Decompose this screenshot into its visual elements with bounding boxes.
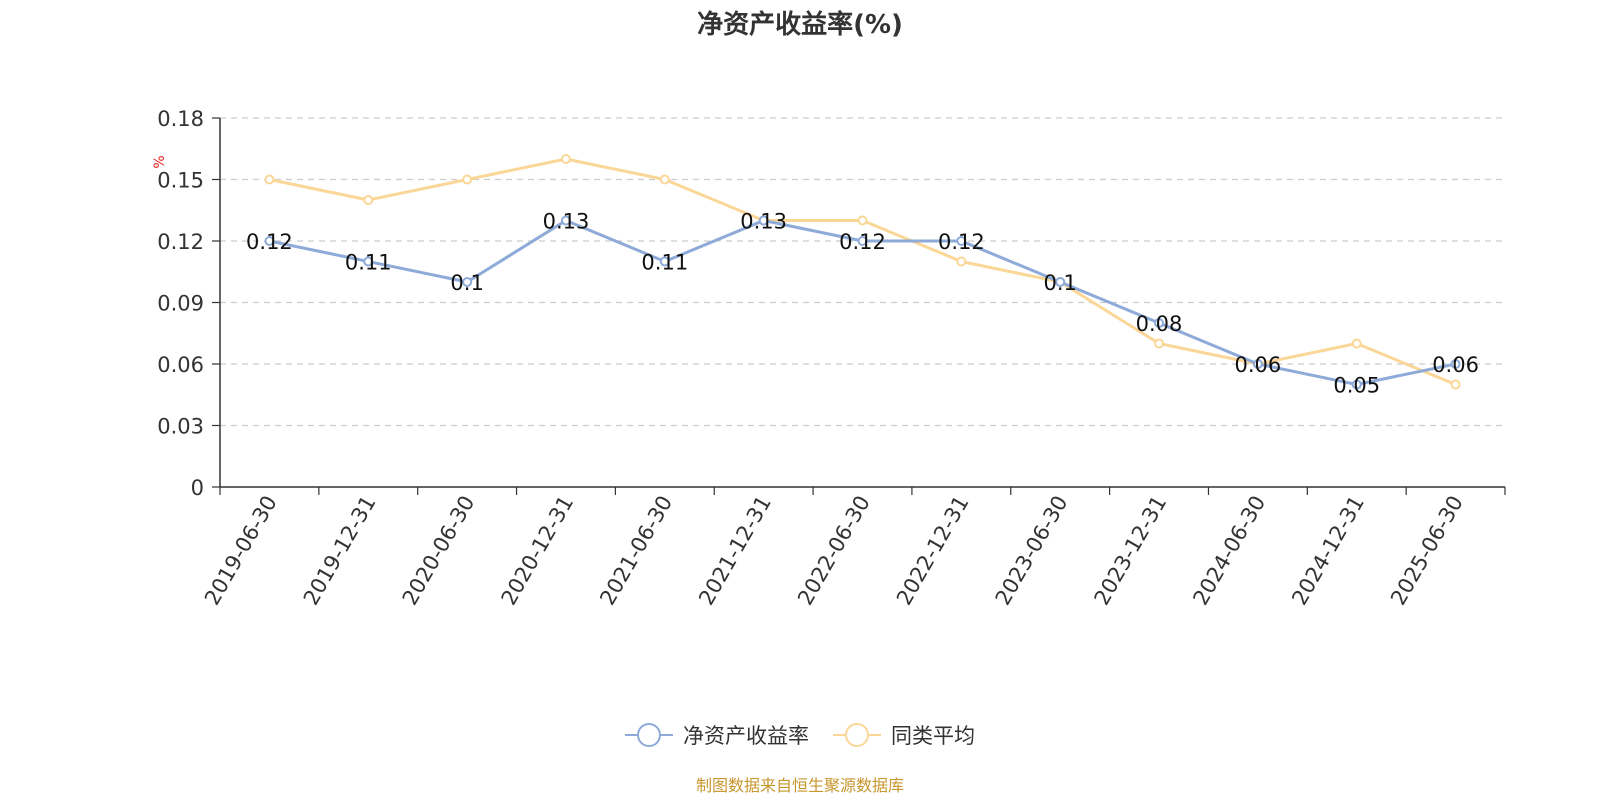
data-label: 0.05 xyxy=(1333,374,1380,398)
series-1-point xyxy=(363,195,374,205)
series-1-point xyxy=(659,174,670,185)
x-tick-label: 2024-12-31 xyxy=(1287,492,1369,610)
series-1-point xyxy=(1154,338,1165,349)
data-label: 0.13 xyxy=(740,210,787,234)
series-1-point xyxy=(462,174,473,185)
data-label: 0.12 xyxy=(246,230,293,254)
series-0-point xyxy=(1252,359,1263,369)
series-line-1 xyxy=(269,157,1457,386)
series-1-point xyxy=(857,215,868,226)
series-1-point xyxy=(1351,338,1362,349)
series-0-point xyxy=(758,215,769,226)
series-1-point xyxy=(1450,379,1461,390)
legend: 净资产收益率 同类平均 xyxy=(0,720,1600,750)
series-0-point xyxy=(1055,277,1066,287)
data-label: 0.06 xyxy=(1432,353,1479,377)
x-tick-label: 2019-12-31 xyxy=(299,492,381,610)
x-tick-label: 2022-06-30 xyxy=(793,492,875,610)
data-label: 0.12 xyxy=(839,230,886,254)
legend-peer-average-marker-icon xyxy=(833,723,881,747)
data-label: 0.08 xyxy=(1136,312,1183,336)
chart-title: 净资产收益率(%) xyxy=(697,10,903,40)
y-tick-label: 0.03 xyxy=(157,415,204,439)
x-tick-label: 2020-06-30 xyxy=(398,492,480,610)
x-tick-label: 2023-06-30 xyxy=(991,492,1073,610)
y-tick-label: 0.06 xyxy=(157,353,204,377)
x-tick-label: 2019-06-30 xyxy=(200,492,282,610)
y-tick-label: 0 xyxy=(191,476,204,500)
legend-roe-marker-icon xyxy=(625,723,673,747)
series-1-point xyxy=(560,154,571,164)
data-label: 0.11 xyxy=(345,251,392,275)
series-0-point xyxy=(956,236,967,246)
x-tick-label: 2021-06-30 xyxy=(595,492,677,610)
series-0-point xyxy=(1154,318,1165,328)
y-tick-label: 0.15 xyxy=(157,169,204,193)
series-0-point xyxy=(857,236,868,246)
y-tick-label: 0.09 xyxy=(157,292,204,316)
legend-item-roe[interactable]: 净资产收益率 xyxy=(625,720,809,750)
series-0-point xyxy=(264,236,275,246)
series-1-point xyxy=(264,174,275,185)
y-tick-label: 0.18 xyxy=(157,107,204,131)
data-label: 0.1 xyxy=(450,271,483,295)
legend-label-roe: 净资产收益率 xyxy=(683,724,809,748)
x-tick-label: 2024-06-30 xyxy=(1188,492,1270,610)
data-label: 0.1 xyxy=(1043,271,1076,295)
y-axis-label: % xyxy=(152,155,168,168)
series-0-point xyxy=(1450,359,1461,369)
data-label: 0.12 xyxy=(938,230,985,254)
x-tick-label: 2025-06-30 xyxy=(1386,492,1468,610)
legend-label-peer-average: 同类平均 xyxy=(891,724,975,748)
x-tick-label: 2020-12-31 xyxy=(496,492,578,610)
data-label: 0.06 xyxy=(1235,353,1282,377)
data-label: 0.13 xyxy=(543,210,590,234)
x-tick-label: 2022-12-31 xyxy=(892,492,974,610)
series-0-point xyxy=(462,277,473,287)
data-label: 0.11 xyxy=(641,251,688,275)
series-0-point xyxy=(1351,379,1362,390)
y-tick-label: 0.12 xyxy=(157,230,204,254)
series-1-point xyxy=(956,256,967,267)
series-0-point xyxy=(560,215,571,226)
legend-item-peer-average[interactable]: 同类平均 xyxy=(833,720,975,750)
source-note: 制图数据来自恒生聚源数据库 xyxy=(695,776,904,795)
x-tick-label: 2021-12-31 xyxy=(694,492,776,610)
x-tick-label: 2023-12-31 xyxy=(1090,492,1172,610)
series-0-point xyxy=(363,256,374,267)
series-0-point xyxy=(659,256,670,267)
